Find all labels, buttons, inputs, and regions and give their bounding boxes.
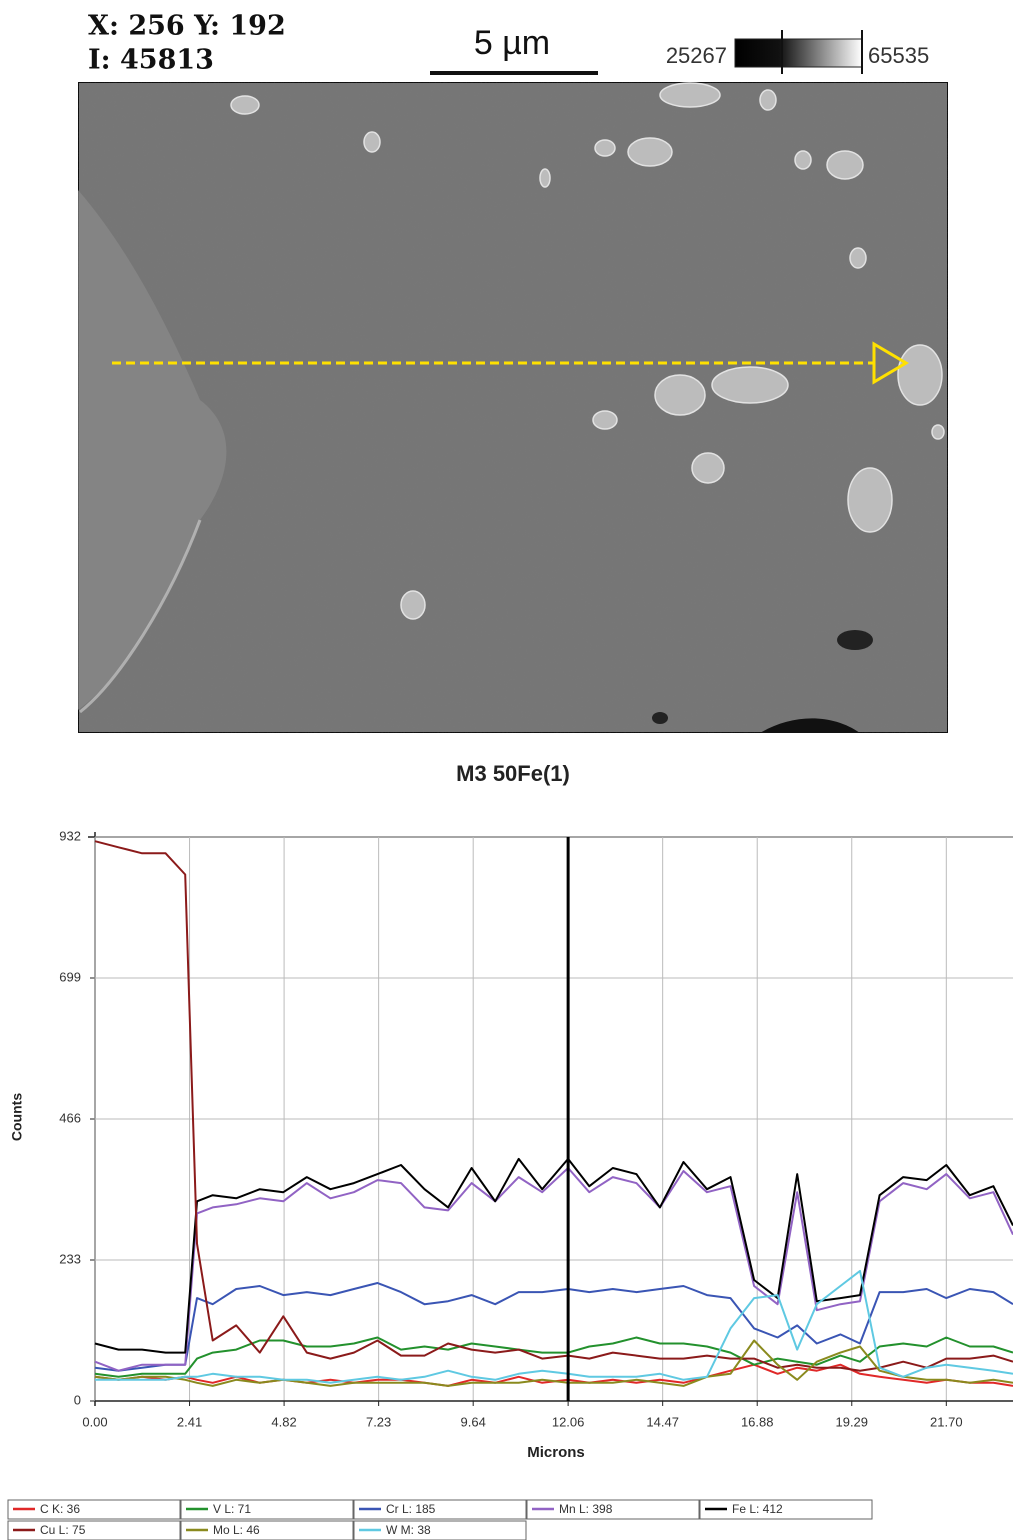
legend-label: Mo L: 46 [213,1523,260,1537]
x-tick-label: 16.88 [741,1414,774,1429]
sem-image [78,82,948,733]
x-tick-label: 21.70 [930,1414,963,1429]
y-tick-label: 932 [59,828,81,843]
legend-label: Cu L: 75 [40,1523,86,1537]
page: {"sem_header": {"coordinates": "X: 256 Y… [0,0,1013,1540]
legend-label: Mn L: 398 [559,1502,613,1516]
x-axis-label: Microns [527,1444,585,1461]
x-tick-label: 9.64 [461,1414,486,1429]
chart-title: M3 50Fe(1) [456,761,570,786]
legend-label: C K: 36 [40,1502,80,1516]
x-tick-label: 2.41 [177,1414,202,1429]
range-min: 25267 [666,43,727,68]
y-axis-label: Counts [9,1093,25,1141]
x-tick-label: 14.47 [646,1414,679,1429]
range-max: 65535 [868,43,929,68]
x-tick-label: 19.29 [835,1414,868,1429]
y-tick-label: 699 [59,969,81,984]
figure: X: 256 Y: 192 I: 45813 5 µm 25267 65535 … [0,0,1013,1540]
coordinates: X: 256 Y: 192 [88,11,286,42]
y-tick-label: 466 [59,1110,81,1125]
y-tick-label: 0 [74,1392,81,1407]
legend-label: V L: 71 [213,1502,251,1516]
x-tick-label: 12.06 [552,1414,585,1429]
intensity-gradient [735,39,862,67]
x-tick-label: 0.00 [82,1414,107,1429]
intensity: I: 45813 [88,45,214,76]
legend-label: Cr L: 185 [386,1502,436,1516]
y-tick-label: 233 [59,1251,81,1266]
legend-label: Fe L: 412 [732,1502,783,1516]
scale-bar-label: 5 µm [474,24,550,62]
series-line [95,1159,1013,1353]
legend-label: W M: 38 [386,1523,431,1537]
x-tick-label: 7.23 [366,1414,391,1429]
x-tick-label: 4.82 [271,1414,296,1429]
